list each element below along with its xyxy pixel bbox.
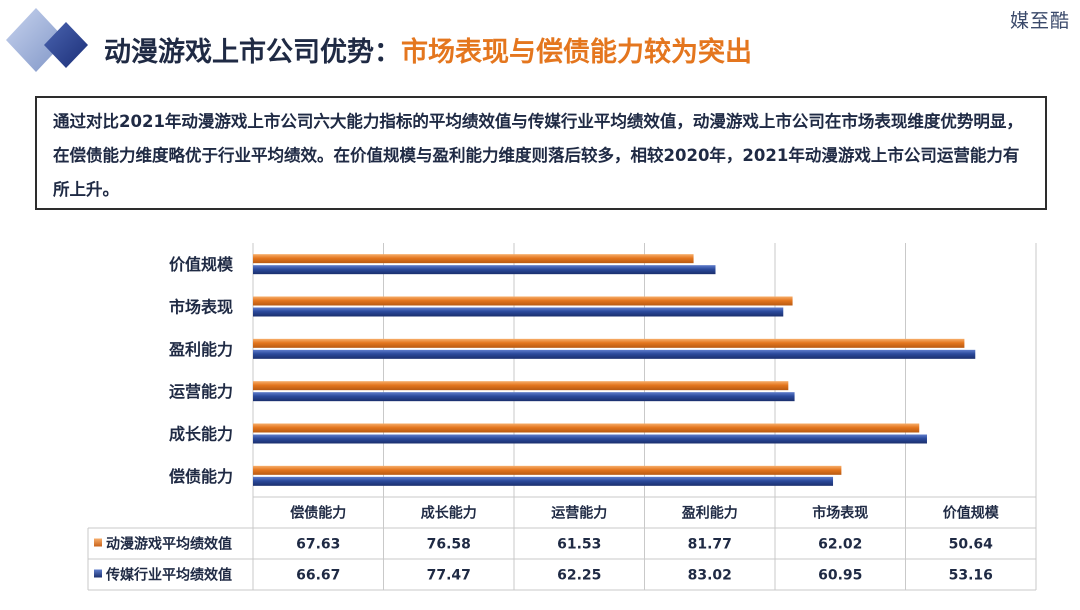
table-header-cell: 盈利能力 xyxy=(681,505,738,522)
table-value-cell: 81.77 xyxy=(688,537,732,553)
table-value-cell: 76.58 xyxy=(427,537,471,553)
table-header-cell: 市场表现 xyxy=(812,505,868,522)
summary-box: 通过对比2021年动漫游戏上市公司六大能力指标的平均绩效值与传媒行业平均绩效值，… xyxy=(35,96,1047,210)
category-label: 运营能力 xyxy=(169,382,233,401)
bar-传媒行业平均绩效值-成长能力 xyxy=(253,434,927,444)
bar-动漫游戏平均绩效值-偿债能力 xyxy=(253,465,842,475)
table-header-cell: 成长能力 xyxy=(421,505,477,522)
category-label: 价值规模 xyxy=(169,255,234,274)
bar-动漫游戏平均绩效值-价值规模 xyxy=(253,254,694,264)
bar-动漫游戏平均绩效值-运营能力 xyxy=(253,381,789,391)
brand-watermark: 媒至酷 xyxy=(1009,10,1070,32)
bar-动漫游戏平均绩效值-市场表现 xyxy=(253,296,793,306)
table-value-cell: 53.16 xyxy=(949,568,993,584)
bar-动漫游戏平均绩效值-成长能力 xyxy=(253,423,920,433)
category-label: 市场表现 xyxy=(169,298,233,317)
table-header-cell: 价值规模 xyxy=(943,505,1000,522)
bar-传媒行业平均绩效值-价值规模 xyxy=(253,265,716,275)
table-value-cell: 67.63 xyxy=(296,537,340,553)
category-label: 偿债能力 xyxy=(169,467,233,486)
table-value-cell: 61.53 xyxy=(557,537,601,553)
page-title: 动漫游戏上市公司优势：市场表现与偿债能力较为突出 xyxy=(104,30,752,69)
bar-传媒行业平均绩效值-盈利能力 xyxy=(253,349,976,359)
bar-传媒行业平均绩效值-偿债能力 xyxy=(253,476,834,486)
diamond-logo-icon xyxy=(6,8,88,72)
category-label: 盈利能力 xyxy=(168,340,233,359)
bar-传媒行业平均绩效值-市场表现 xyxy=(253,307,784,317)
legend-label: 传媒行业平均绩效值 xyxy=(105,567,232,584)
page-title-highlight: 市场表现与偿债能力较为突出 xyxy=(401,37,752,68)
table-header-cell: 偿债能力 xyxy=(290,505,346,522)
legend-marker xyxy=(94,569,102,578)
legend-marker xyxy=(94,538,102,547)
table-value-cell: 62.25 xyxy=(557,568,601,584)
category-label: 成长能力 xyxy=(169,425,233,444)
bar-动漫游戏平均绩效值-盈利能力 xyxy=(253,338,965,348)
table-value-cell: 83.02 xyxy=(688,568,732,584)
page-title-main: 动漫游戏上市公司优势： xyxy=(104,37,401,68)
table-value-cell: 50.64 xyxy=(949,537,994,553)
table-value-cell: 77.47 xyxy=(427,568,471,584)
bar-传媒行业平均绩效值-运营能力 xyxy=(253,392,795,402)
table-value-cell: 62.02 xyxy=(818,537,862,553)
table-header-cell: 运营能力 xyxy=(551,505,607,522)
table-value-cell: 60.95 xyxy=(818,568,862,584)
legend-label: 动漫游戏平均绩效值 xyxy=(106,536,232,553)
table-value-cell: 66.67 xyxy=(296,568,340,584)
